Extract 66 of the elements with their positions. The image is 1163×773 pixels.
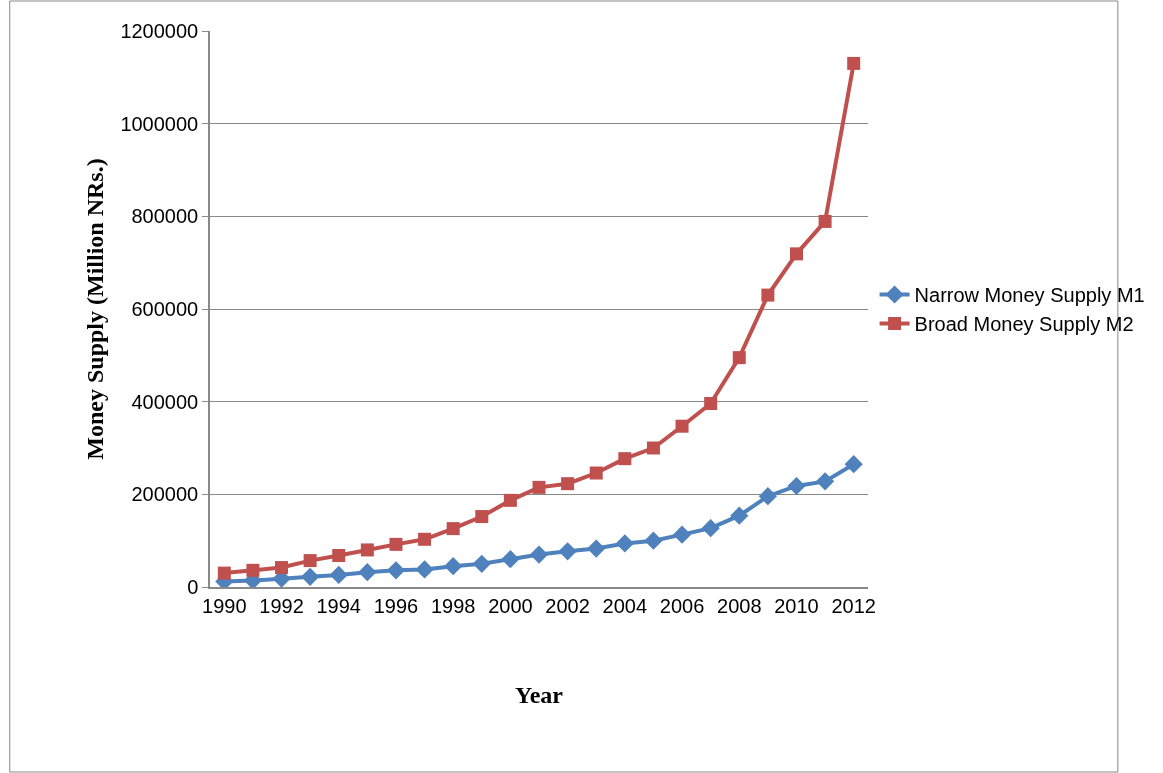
y-tick-label: 0 bbox=[187, 576, 199, 598]
x-tick-label: 2012 bbox=[831, 594, 876, 617]
point bbox=[646, 441, 660, 455]
point bbox=[761, 288, 775, 302]
point bbox=[503, 493, 517, 507]
x-tick-label: 1998 bbox=[430, 594, 476, 617]
point bbox=[329, 565, 348, 585]
point bbox=[847, 56, 861, 70]
point bbox=[444, 557, 463, 576]
point bbox=[501, 550, 520, 569]
x-tick-label: 2004 bbox=[602, 594, 648, 617]
point bbox=[789, 247, 803, 261]
x-axis-title: Year bbox=[515, 681, 564, 708]
y-tick-label: 200000 bbox=[131, 483, 199, 506]
point bbox=[475, 510, 489, 524]
y-tick-label: 400000 bbox=[131, 390, 199, 413]
point bbox=[672, 525, 692, 544]
y-tick-label: 800000 bbox=[131, 205, 199, 228]
point bbox=[701, 519, 720, 538]
point bbox=[787, 476, 806, 496]
point bbox=[732, 351, 746, 365]
point bbox=[217, 566, 231, 580]
point bbox=[358, 563, 377, 582]
point bbox=[730, 506, 749, 525]
point bbox=[418, 532, 432, 546]
point bbox=[615, 534, 634, 553]
point bbox=[386, 561, 406, 580]
x-tick-label: 2002 bbox=[545, 594, 590, 617]
point bbox=[360, 543, 374, 557]
point bbox=[389, 537, 403, 551]
point bbox=[303, 554, 317, 568]
point bbox=[815, 472, 835, 491]
x-tick-label: 1996 bbox=[373, 594, 419, 617]
point bbox=[301, 567, 320, 586]
point bbox=[675, 419, 689, 433]
point bbox=[532, 480, 546, 494]
point bbox=[446, 522, 460, 536]
point bbox=[844, 455, 863, 474]
point bbox=[644, 531, 663, 550]
x-tick-label: 2008 bbox=[717, 594, 762, 617]
point bbox=[275, 561, 289, 575]
point bbox=[561, 477, 575, 491]
y-tick-label: 600000 bbox=[131, 298, 199, 320]
x-tick-label: 1994 bbox=[316, 594, 361, 617]
point bbox=[818, 214, 832, 228]
point bbox=[587, 539, 606, 558]
point bbox=[472, 554, 491, 573]
x-tick-label: 2000 bbox=[488, 594, 533, 617]
point bbox=[415, 560, 434, 579]
point bbox=[332, 548, 346, 562]
legend-label: Narrow Money Supply M1 bbox=[914, 284, 1145, 307]
y-axis-title: Money Supply (Million NRs.) bbox=[81, 158, 108, 460]
x-tick-label: 1990 bbox=[202, 594, 247, 617]
point bbox=[589, 466, 603, 480]
legend-label: Broad Money Supply M2 bbox=[914, 313, 1134, 336]
x-tick-label: 1992 bbox=[259, 594, 304, 617]
point bbox=[758, 487, 777, 506]
y-tick-label: 1200000 bbox=[120, 20, 199, 42]
x-tick-label: 2010 bbox=[774, 594, 819, 617]
y-tick-label: 1000000 bbox=[120, 112, 199, 135]
point bbox=[529, 545, 549, 564]
point bbox=[704, 397, 718, 411]
x-tick-label: 2006 bbox=[659, 594, 705, 617]
point bbox=[246, 563, 260, 577]
point bbox=[558, 542, 577, 561]
point bbox=[618, 452, 632, 466]
